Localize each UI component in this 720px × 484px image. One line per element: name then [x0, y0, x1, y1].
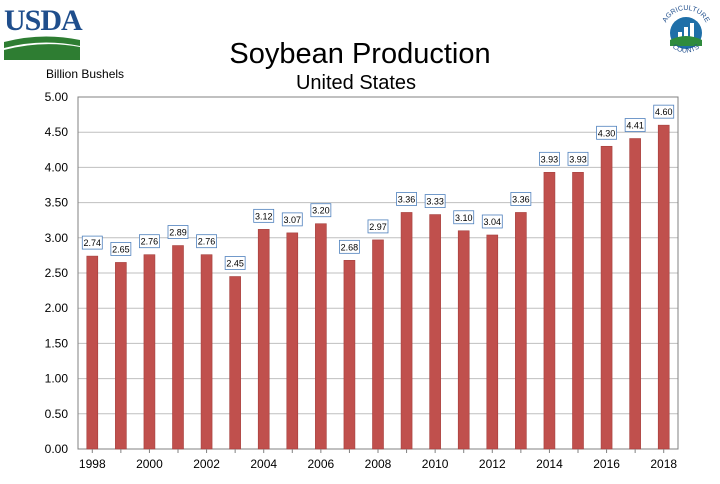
data-label: 3.04 [484, 217, 502, 227]
bar [400, 212, 413, 450]
data-label-box [453, 210, 475, 225]
data-label: 2.89 [169, 228, 187, 238]
usda-logo-field-icon [4, 36, 80, 60]
bar [115, 262, 127, 450]
data-label-box [167, 225, 189, 239]
data-label-box [567, 151, 589, 166]
data-label-box [139, 234, 160, 249]
y-tick-label: 5.00 [45, 90, 69, 104]
bar [515, 212, 527, 450]
data-label-box [653, 104, 675, 119]
bar [429, 214, 441, 450]
x-tick-label: 2002 [193, 457, 220, 471]
data-label-box [510, 192, 532, 206]
data-label: 3.93 [541, 154, 559, 164]
x-tick-label: 2018 [650, 457, 677, 471]
data-label: 2.76 [141, 237, 159, 247]
y-tick-label: 3.00 [45, 231, 69, 245]
bar [286, 232, 299, 450]
bar [629, 138, 641, 450]
data-label-box [310, 203, 332, 218]
agriculture-counts-logo: AGRICULTURE COUNTS [656, 2, 716, 64]
x-tick-label: 2010 [422, 457, 449, 471]
y-tick-label: 2.00 [45, 301, 69, 315]
y-tick-label: 4.00 [45, 160, 69, 174]
y-tick-label: 0.00 [45, 442, 69, 456]
chart-title: Soybean Production [229, 38, 491, 70]
bar [457, 230, 470, 450]
bar [572, 172, 584, 450]
data-label-box [253, 208, 275, 223]
bar [600, 145, 613, 450]
data-label: 2.45 [226, 259, 244, 269]
bar [229, 276, 241, 450]
data-label-box [396, 192, 417, 206]
data-label: 3.07 [284, 215, 302, 225]
data-label-box [539, 151, 560, 166]
bar [657, 124, 670, 450]
y-tick-label: 4.50 [45, 125, 69, 139]
bar [86, 255, 99, 450]
data-label: 2.65 [112, 244, 130, 254]
y-axis-label: Billion Bushels [46, 67, 125, 81]
y-tick-label: 0.50 [45, 407, 69, 421]
data-label: 3.20 [312, 206, 330, 216]
bar [315, 223, 327, 450]
data-label: 4.60 [655, 107, 673, 117]
data-label: 2.76 [198, 237, 216, 247]
bar [486, 234, 499, 450]
data-label-box [196, 234, 217, 249]
bar [257, 229, 270, 450]
x-tick-label: 1998 [79, 457, 106, 471]
data-label-box [624, 118, 646, 132]
bar [543, 172, 556, 450]
data-label: 2.97 [369, 222, 387, 232]
data-label: 4.30 [598, 128, 616, 138]
x-tick-label: 2004 [250, 457, 277, 471]
data-label: 3.93 [569, 154, 587, 164]
data-label-box [224, 256, 246, 270]
data-label-box [424, 194, 446, 208]
data-label: 3.36 [398, 194, 416, 204]
y-tick-label: 3.50 [45, 196, 69, 210]
ag-counts-bottom-text: COUNTS [671, 43, 701, 54]
x-tick-label: 2008 [365, 457, 392, 471]
y-tick-label: 1.50 [45, 336, 69, 350]
data-label: 3.12 [255, 211, 273, 221]
chart-subtitle: United States [295, 72, 417, 94]
data-label: 3.33 [426, 197, 444, 207]
usda-logo: USDA [4, 4, 83, 60]
data-label-box [596, 125, 617, 140]
data-label-box [481, 214, 503, 229]
data-label-box [81, 235, 103, 250]
data-label: 2.68 [341, 242, 359, 252]
x-tick-label: 2000 [136, 457, 163, 471]
data-label: 3.10 [455, 213, 473, 223]
x-tick-label: 2012 [479, 457, 506, 471]
y-tick-label: 1.00 [45, 372, 69, 386]
y-tick-label: 2.50 [45, 266, 69, 280]
data-label-box [110, 242, 132, 256]
x-tick-label: 2016 [593, 457, 620, 471]
data-label-box [367, 219, 389, 234]
data-label-box [339, 239, 360, 254]
bar [143, 254, 156, 450]
bar [172, 245, 184, 450]
data-label: 3.36 [512, 194, 530, 204]
bar [343, 260, 356, 450]
data-label-box [281, 212, 303, 227]
bar [372, 239, 384, 450]
data-label: 4.41 [626, 121, 644, 131]
data-label: 2.74 [84, 238, 102, 248]
x-tick-label: 2006 [308, 457, 335, 471]
usda-logo-text: USDA [4, 4, 83, 37]
bar [200, 254, 213, 450]
x-tick-label: 2014 [536, 457, 563, 471]
